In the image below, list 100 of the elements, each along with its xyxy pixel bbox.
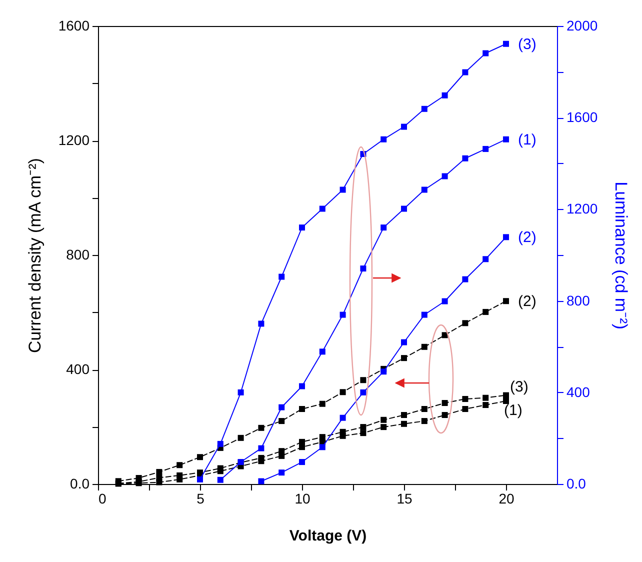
series-label: (1) xyxy=(504,402,522,419)
point xyxy=(482,256,489,262)
x-tick-label: 0 xyxy=(98,490,106,506)
point xyxy=(462,406,468,412)
point xyxy=(319,206,326,212)
point xyxy=(238,389,244,396)
point xyxy=(401,355,407,362)
point xyxy=(299,459,305,466)
point xyxy=(299,438,305,445)
point xyxy=(482,402,489,408)
point xyxy=(299,383,305,390)
point xyxy=(340,186,346,193)
x-tick-label: 10 xyxy=(294,490,310,506)
point xyxy=(462,155,468,162)
point xyxy=(421,418,428,424)
point xyxy=(442,298,448,304)
y-tick-label: 0.0 xyxy=(70,476,90,492)
point xyxy=(360,266,366,272)
point xyxy=(319,444,326,450)
point xyxy=(258,424,264,431)
point xyxy=(401,206,407,212)
point xyxy=(380,136,387,142)
y2-tick-label: 1200 xyxy=(566,200,598,217)
point xyxy=(278,418,285,424)
point xyxy=(482,394,489,401)
point xyxy=(462,396,468,402)
point xyxy=(462,276,468,282)
point xyxy=(421,106,428,112)
y2-tick-label: 1600 xyxy=(566,109,598,126)
point xyxy=(217,476,224,483)
point xyxy=(258,478,264,484)
series-label: (2) xyxy=(518,229,536,246)
point xyxy=(299,224,305,231)
point xyxy=(442,412,448,418)
point xyxy=(258,454,264,461)
point xyxy=(258,320,264,327)
point xyxy=(482,146,489,152)
y2-tick-label: 2000 xyxy=(566,18,598,34)
point xyxy=(340,312,346,318)
point xyxy=(442,173,448,180)
point xyxy=(462,320,468,326)
point xyxy=(176,462,183,468)
point xyxy=(319,348,326,355)
point xyxy=(421,186,428,193)
point xyxy=(401,339,407,346)
point xyxy=(462,69,468,76)
point xyxy=(401,124,407,130)
point xyxy=(503,298,509,304)
series-label: (3) xyxy=(518,36,536,53)
point xyxy=(319,400,326,407)
point xyxy=(217,465,224,472)
point xyxy=(503,40,509,47)
point xyxy=(482,308,489,315)
point xyxy=(360,430,366,436)
point xyxy=(197,454,203,460)
point xyxy=(340,428,346,435)
point xyxy=(380,424,387,430)
x-tick-label: 15 xyxy=(396,490,412,506)
point xyxy=(299,406,305,412)
series-label: (2) xyxy=(518,293,536,310)
point xyxy=(340,414,346,421)
point xyxy=(319,434,326,440)
point xyxy=(421,344,428,350)
point xyxy=(421,312,428,318)
y2-tick-label: 800 xyxy=(566,292,590,308)
point xyxy=(340,389,346,396)
point xyxy=(258,445,264,452)
point xyxy=(360,377,366,384)
point xyxy=(401,420,407,427)
point xyxy=(503,398,509,404)
point xyxy=(197,476,203,482)
point xyxy=(278,448,285,454)
point xyxy=(156,468,162,475)
y-tick-label: 1200 xyxy=(58,132,90,148)
point xyxy=(503,136,509,142)
point xyxy=(278,470,285,476)
point xyxy=(401,412,407,418)
point xyxy=(442,400,448,406)
y-tick-label: 800 xyxy=(66,246,90,262)
point xyxy=(278,274,285,280)
point xyxy=(360,424,366,430)
y-tick-label: 400 xyxy=(66,361,90,377)
y2-axis-title: Luminance (cd m⁻²) xyxy=(612,182,631,330)
point xyxy=(421,406,428,412)
point xyxy=(278,404,285,410)
point xyxy=(503,392,509,398)
point xyxy=(156,474,162,481)
y2-tick-label: 0.0 xyxy=(566,476,586,492)
x-tick-label: 20 xyxy=(498,490,514,506)
point xyxy=(503,234,509,240)
x-tick-label: 5 xyxy=(196,490,205,506)
series-label: (3) xyxy=(510,378,528,396)
point xyxy=(238,434,244,441)
point xyxy=(380,368,387,375)
series-label: (1) xyxy=(518,131,536,148)
point xyxy=(482,50,489,56)
point xyxy=(360,389,366,396)
y2-tick-label: 400 xyxy=(566,384,590,400)
point xyxy=(380,416,387,423)
x-axis-title: Voltage (V) xyxy=(289,528,367,544)
